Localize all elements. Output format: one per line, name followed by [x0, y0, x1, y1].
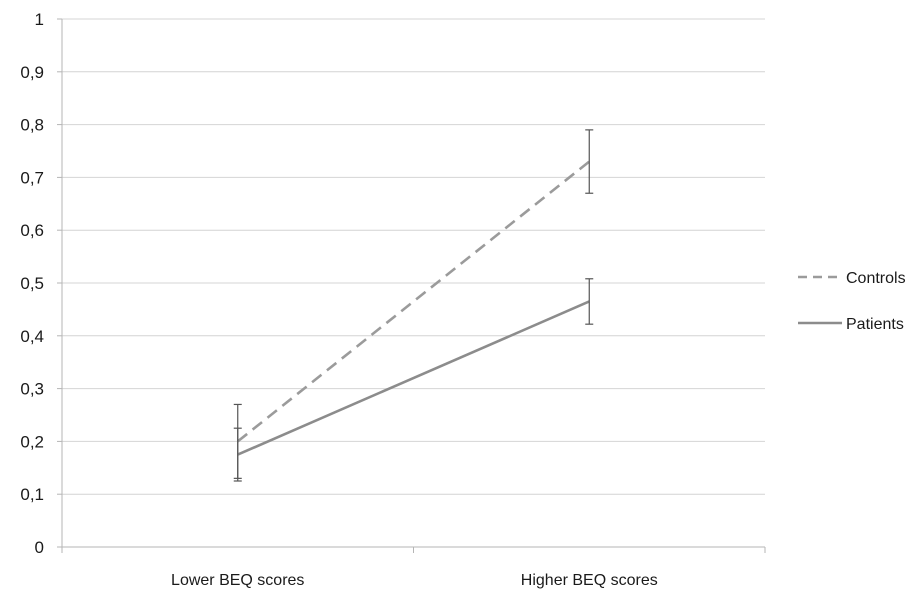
series-controls — [234, 130, 594, 478]
y-tick-label: 0 — [35, 538, 44, 557]
y-tick-label: 0,8 — [20, 116, 44, 135]
x-category-label: Higher BEQ scores — [521, 572, 658, 589]
x-axis-category-labels: Lower BEQ scores Higher BEQ scores — [171, 572, 658, 589]
series-line — [238, 301, 590, 454]
legend: Controls Patients — [798, 270, 906, 333]
y-tick-label: 0,9 — [20, 63, 44, 82]
y-tick-label: 0,3 — [20, 380, 44, 399]
gridlines — [62, 19, 765, 494]
y-tick-label: 0,1 — [20, 485, 44, 504]
x-category-label: Lower BEQ scores — [171, 572, 304, 589]
y-tick-label: 1 — [35, 10, 44, 29]
legend-entry: Controls — [798, 270, 906, 287]
series-layer — [234, 130, 594, 481]
series-patients — [234, 279, 594, 481]
y-tick-label: 0,6 — [20, 221, 44, 240]
axes — [57, 19, 765, 553]
y-tick-label: 0,2 — [20, 432, 44, 451]
legend-label: Controls — [846, 270, 906, 287]
legend-entry: Patients — [798, 316, 904, 333]
y-tick-label: 0,4 — [20, 327, 44, 346]
y-axis-tick-labels: 0 0,1 0,2 0,3 0,4 0,5 0,6 0,7 0,8 0,9 1 — [20, 10, 44, 557]
legend-label: Patients — [846, 316, 904, 333]
y-tick-label: 0,7 — [20, 168, 44, 187]
y-tick-label: 0,5 — [20, 274, 44, 293]
series-line — [238, 162, 590, 442]
